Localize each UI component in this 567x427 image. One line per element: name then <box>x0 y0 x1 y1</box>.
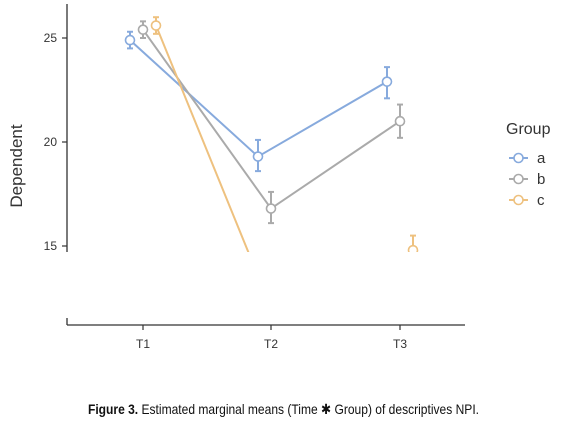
data-point-b <box>137 24 149 35</box>
legend-key-point-a <box>513 152 524 164</box>
data-point-a <box>381 76 393 87</box>
legend-label-b: b <box>537 171 545 188</box>
series-line-c <box>155 25 414 252</box>
caption-text: Estimated marginal means (Time ✱ Group) … <box>141 401 480 417</box>
legend-key-point-c <box>513 194 524 206</box>
chart: 15 20 25 T1 T2 T3 Dependent Group abc <box>7 4 551 351</box>
series-group <box>124 16 419 344</box>
y-axis-title: Dependent <box>7 124 26 207</box>
y-tick-label: 20 <box>44 135 58 149</box>
figure-caption: Figure 3. Estimated marginal means (Time… <box>40 401 528 418</box>
legend-label-a: a <box>537 150 546 167</box>
data-point-c <box>150 20 162 31</box>
legend-title: Group <box>506 121 551 138</box>
data-point-b <box>394 115 406 127</box>
series-line-b <box>142 29 401 210</box>
y-tick-label: 25 <box>44 31 58 45</box>
data-point-b <box>265 203 277 214</box>
data-point-c <box>407 244 419 252</box>
caption-lead: Figure 3. <box>87 401 139 417</box>
y-tick-label: 15 <box>44 239 58 253</box>
data-point-a <box>252 151 264 162</box>
legend-label-c: c <box>537 192 545 209</box>
data-point-a <box>124 34 136 46</box>
legend-key-point-b <box>513 173 524 185</box>
x-tick-label: T1 <box>136 337 150 351</box>
x-tick-label: T2 <box>264 337 278 351</box>
data-point-c <box>280 335 289 344</box>
x-tick-label: T3 <box>393 337 407 351</box>
